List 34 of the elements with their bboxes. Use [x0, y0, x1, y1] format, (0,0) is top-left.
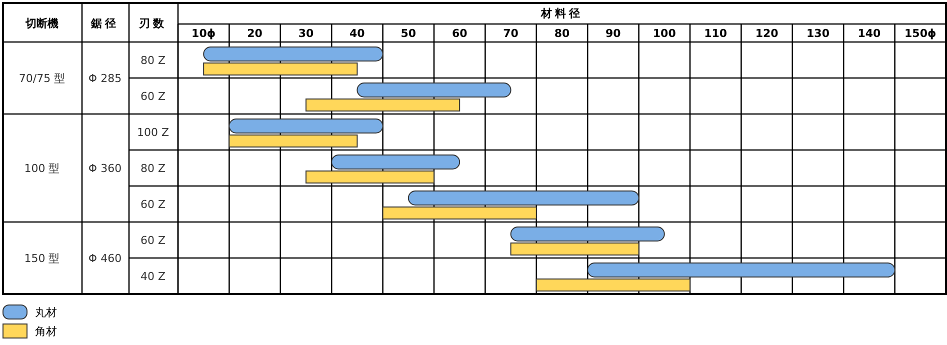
- x-tick-label: 70: [503, 27, 519, 40]
- y-tick-label: 80 Z: [140, 162, 166, 175]
- x-tick-label: 40: [350, 27, 366, 40]
- legend-label: 丸材: [35, 306, 57, 319]
- x-tick-label: 20: [247, 27, 263, 40]
- text: 150 型: [24, 252, 60, 265]
- x-tick-label: 110: [704, 27, 728, 40]
- y-tick-label: 60 Z: [140, 198, 166, 211]
- text: Φ 360: [88, 162, 122, 175]
- y-tick-label: 60 Z: [140, 90, 166, 103]
- x-tick-label: 120: [755, 27, 779, 40]
- text: 切断機: [24, 17, 58, 30]
- y-tick-label: 40 Z: [140, 270, 166, 283]
- x-tick-label: 30: [298, 27, 314, 40]
- x-tick-label: 50: [400, 27, 416, 40]
- text: Φ 285: [88, 72, 122, 85]
- x-tick-label: 60: [452, 27, 468, 40]
- text: 70/75 型: [18, 72, 66, 85]
- x-tick-label: 80: [554, 27, 570, 40]
- x-tick-label: 140: [858, 27, 882, 40]
- y-tick-label: 60 Z: [140, 234, 166, 247]
- text: Φ 460: [88, 252, 122, 265]
- x-tick-label: 100: [652, 27, 676, 40]
- x-axis-title: 材料径: [540, 7, 583, 20]
- x-tick-label: 150ϕ: [904, 27, 936, 40]
- text: 鋸径: [90, 17, 119, 30]
- y-tick-label: 100 Z: [136, 126, 170, 139]
- y-tick-label: 80 Z: [140, 54, 166, 67]
- legend-label: 角材: [35, 325, 57, 338]
- text: 100 型: [24, 162, 60, 175]
- text: 刃数: [139, 17, 167, 30]
- x-tick-label: 130: [806, 27, 830, 40]
- x-tick-label: 10ϕ: [192, 27, 216, 40]
- x-tick-label: 90: [606, 27, 622, 40]
